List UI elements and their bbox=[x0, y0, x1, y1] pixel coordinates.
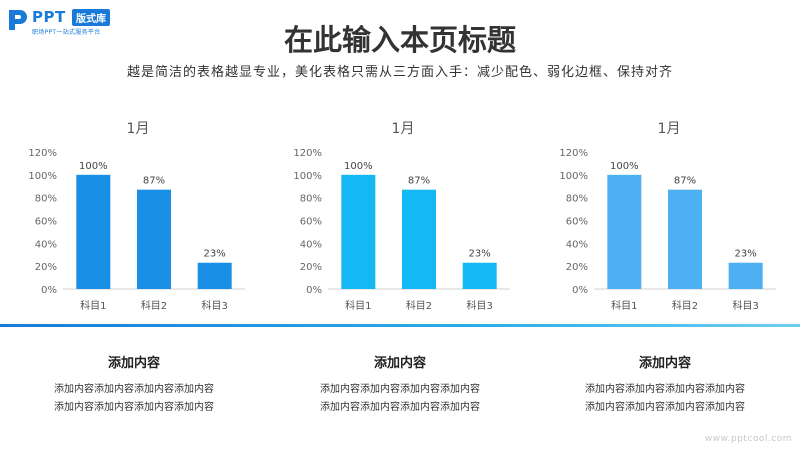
y-tick-label: 80% bbox=[566, 194, 588, 205]
bar-data-label: 100% bbox=[79, 161, 108, 172]
y-tick-label: 100% bbox=[28, 171, 57, 182]
y-tick-label: 80% bbox=[35, 194, 57, 205]
chart-title: 1月 bbox=[658, 121, 681, 137]
y-tick-label: 0% bbox=[41, 285, 57, 296]
y-tick-label: 120% bbox=[293, 148, 322, 159]
bar-data-label: 23% bbox=[735, 249, 757, 260]
content-card-3: 添加内容 添加内容添加内容添加内容添加内容 添加内容添加内容添加内容添加内容 bbox=[550, 352, 780, 417]
x-tick-label: 科目1 bbox=[80, 299, 106, 312]
x-tick-label: 科目1 bbox=[345, 299, 371, 312]
x-tick-label: 科目2 bbox=[141, 299, 167, 312]
bar bbox=[607, 174, 642, 289]
bar bbox=[402, 189, 436, 289]
brand-logo: PPT 版式库 职场PPT一站式服务平台 bbox=[6, 6, 156, 36]
bar-chart-3: 1月 0% 20% 40% 60% 80% 100% 120% 100% 科目1 87% 科目2 23%… bbox=[556, 112, 796, 322]
section-divider bbox=[0, 324, 800, 327]
y-tick-label: 60% bbox=[35, 217, 57, 228]
y-tick-label: 40% bbox=[566, 239, 588, 250]
card-text-line: 添加内容添加内容添加内容添加内容 bbox=[320, 402, 480, 413]
y-tick-label: 0% bbox=[306, 285, 322, 296]
card-title: 添加内容 bbox=[373, 356, 426, 371]
y-tick-label: 40% bbox=[35, 239, 57, 250]
card-title: 添加内容 bbox=[107, 356, 160, 371]
bar-chart-3-svg: 1月 0% 20% 40% 60% 80% 100% 120% 100% 科目1 87% 科目2 23%… bbox=[559, 121, 776, 312]
bar-data-label: 23% bbox=[469, 249, 491, 260]
page-subtitle: 越是简洁的表格越显专业，美化表格只需从三方面入手：减少配色、弱化边框、保持对齐 bbox=[126, 65, 673, 80]
bar-data-label: 23% bbox=[204, 249, 226, 260]
bar-data-label: 87% bbox=[143, 176, 165, 187]
card-text-line: 添加内容添加内容添加内容添加内容 bbox=[585, 384, 745, 395]
bar-data-label: 100% bbox=[344, 161, 373, 172]
content-card-2: 添加内容 添加内容添加内容添加内容添加内容 添加内容添加内容添加内容添加内容 bbox=[285, 352, 515, 417]
bar bbox=[341, 174, 376, 289]
logo-badge: 版式库 bbox=[72, 9, 110, 26]
y-tick-label: 20% bbox=[566, 262, 588, 273]
card-text-line: 添加内容添加内容添加内容添加内容 bbox=[585, 402, 745, 413]
card-text-line: 添加内容添加内容添加内容添加内容 bbox=[320, 384, 480, 395]
card-text-line: 添加内容添加内容添加内容添加内容 bbox=[54, 402, 214, 413]
x-tick-label: 科目3 bbox=[201, 299, 227, 312]
y-tick-label: 100% bbox=[559, 171, 588, 182]
bar bbox=[668, 189, 702, 289]
logo-tagline: 职场PPT一站式服务平台 bbox=[32, 29, 101, 36]
y-tick-label: 100% bbox=[293, 171, 322, 182]
y-tick-label: 60% bbox=[300, 217, 322, 228]
x-tick-label: 科目3 bbox=[732, 299, 758, 312]
x-tick-label: 科目1 bbox=[611, 299, 637, 312]
bar bbox=[197, 262, 232, 289]
content-card-1: 添加内容 添加内容添加内容添加内容添加内容 添加内容添加内容添加内容添加内容 bbox=[19, 352, 249, 417]
bar-data-label: 87% bbox=[674, 176, 696, 187]
y-tick-label: 60% bbox=[566, 217, 588, 228]
bar-chart-1-svg: 1月 0% 20% 40% 60% 80% 100% 120% 100% 科目1 87% 科目2 23%… bbox=[28, 121, 245, 312]
watermark: www.pptcool.com bbox=[704, 434, 792, 444]
ppt-logo-icon bbox=[9, 10, 27, 30]
y-tick-label: 80% bbox=[300, 194, 322, 205]
page-title: 在此输入本页标题 bbox=[283, 23, 516, 57]
bar-chart-2: 1月 0% 20% 40% 60% 80% 100% 120% 100% 科目1 87% 科目2 23%… bbox=[290, 112, 530, 322]
bar-data-label: 100% bbox=[610, 161, 639, 172]
card-text-line: 添加内容添加内容添加内容添加内容 bbox=[54, 384, 214, 395]
card-title: 添加内容 bbox=[638, 356, 691, 371]
y-tick-label: 20% bbox=[300, 262, 322, 273]
y-tick-label: 0% bbox=[572, 285, 588, 296]
y-tick-label: 40% bbox=[300, 239, 322, 250]
logo-wordmark: PPT bbox=[32, 8, 66, 26]
bar-chart-1: 1月 0% 20% 40% 60% 80% 100% 120% 100% 科目1 87% 科目2 23%… bbox=[25, 112, 265, 322]
bar bbox=[462, 262, 497, 289]
x-tick-label: 科目2 bbox=[406, 299, 432, 312]
chart-title: 1月 bbox=[127, 121, 150, 137]
bar-data-label: 87% bbox=[408, 176, 430, 187]
y-tick-label: 120% bbox=[28, 148, 57, 159]
x-tick-label: 科目2 bbox=[672, 299, 698, 312]
y-tick-label: 120% bbox=[559, 148, 588, 159]
bar bbox=[728, 262, 763, 289]
bar bbox=[137, 189, 171, 289]
bar-chart-2-svg: 1月 0% 20% 40% 60% 80% 100% 120% 100% 科目1 87% 科目2 23%… bbox=[293, 121, 510, 312]
chart-title: 1月 bbox=[392, 121, 415, 137]
bar bbox=[76, 174, 111, 289]
x-tick-label: 科目3 bbox=[466, 299, 492, 312]
y-tick-label: 20% bbox=[35, 262, 57, 273]
